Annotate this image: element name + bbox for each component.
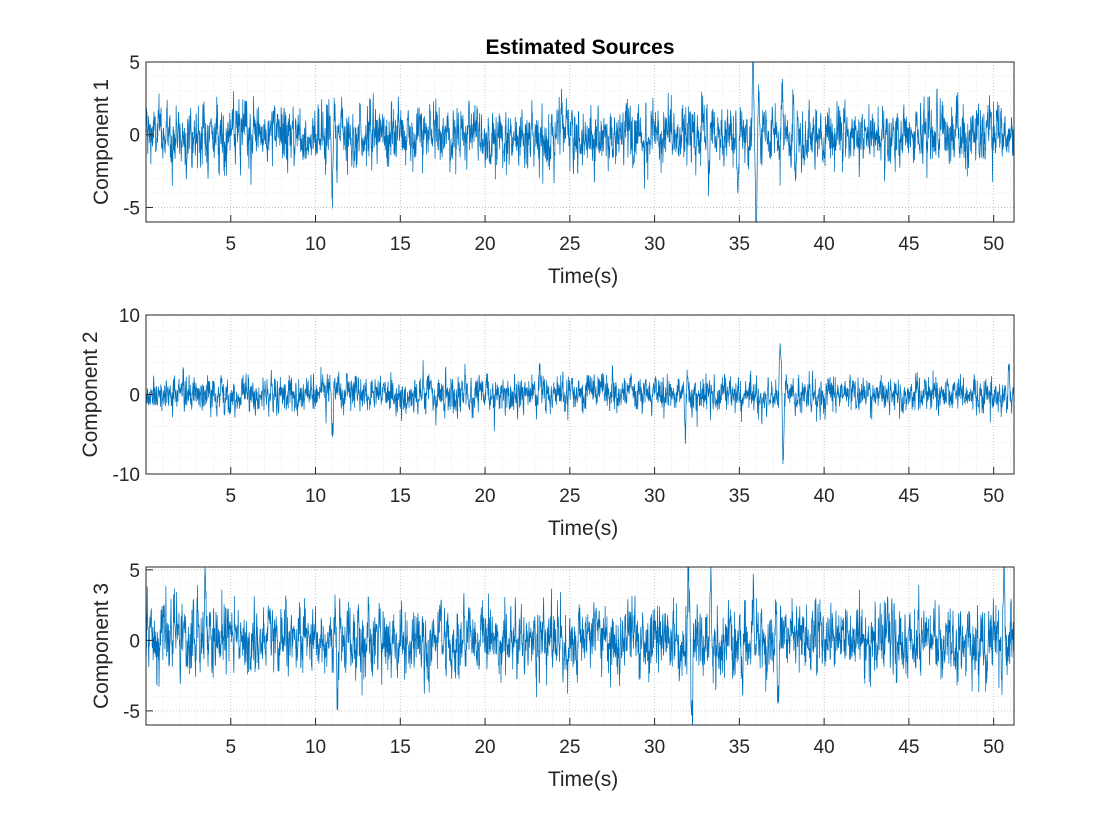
component-1-signal-line bbox=[146, 62, 1014, 222]
x-tick-label: 10 bbox=[305, 234, 326, 255]
x-tick-label: 20 bbox=[474, 737, 495, 758]
x-tick-label: 25 bbox=[559, 234, 580, 255]
x-tick-label: 45 bbox=[898, 234, 919, 255]
x-tick-label: 45 bbox=[898, 486, 919, 507]
x-tick-label: 40 bbox=[814, 737, 835, 758]
y-tick-label: 5 bbox=[129, 53, 140, 74]
component-3-signal-line bbox=[146, 567, 1014, 725]
y-tick-label: 0 bbox=[129, 126, 140, 147]
x-tick-label: 50 bbox=[983, 486, 1004, 507]
x-tick-label: 35 bbox=[729, 737, 750, 758]
y-axis-label: Component 3 bbox=[90, 583, 113, 709]
x-tick-label: 35 bbox=[729, 486, 750, 507]
subplot-1: 5 10 15 20 25 30 35 40 45 50 -5 0 5 Time(s) Component … bbox=[90, 53, 1015, 288]
x-tick-label: 15 bbox=[390, 486, 411, 507]
x-tick-label: 5 bbox=[225, 486, 236, 507]
y-tick-label: -10 bbox=[113, 465, 140, 486]
y-axis-label: Component 1 bbox=[90, 79, 113, 205]
y-tick-label: 0 bbox=[129, 631, 140, 652]
y-tick-label: -5 bbox=[123, 702, 140, 723]
y-tick-label: 0 bbox=[129, 386, 140, 407]
x-tick-label: 30 bbox=[644, 234, 665, 255]
x-tick-label: 20 bbox=[474, 234, 495, 255]
x-tick-label: 20 bbox=[474, 486, 495, 507]
subplot-3: 5 10 15 20 25 30 35 40 45 50 -5 0 5 Time(s) Component … bbox=[90, 561, 1015, 791]
x-tick-label: 35 bbox=[729, 234, 750, 255]
axes-box bbox=[145, 566, 1015, 726]
x-axis-label: Time(s) bbox=[548, 517, 618, 540]
x-tick-label: 50 bbox=[983, 737, 1004, 758]
x-tick-label: 45 bbox=[898, 737, 919, 758]
x-tick-label: 30 bbox=[644, 737, 665, 758]
subplot-2: 5 10 15 20 25 30 35 40 45 50 -10 0 10 Time(s) Componen… bbox=[79, 306, 1015, 540]
x-tick-label: 50 bbox=[983, 234, 1004, 255]
subplot-panels: 5 10 15 20 25 30 35 40 45 50-505Time(s)Component … bbox=[79, 53, 1015, 791]
x-tick-label: 40 bbox=[814, 486, 835, 507]
axes-box bbox=[145, 61, 1015, 223]
x-tick-label: 5 bbox=[225, 234, 236, 255]
x-tick-label: 25 bbox=[559, 486, 580, 507]
x-tick-label: 10 bbox=[305, 486, 326, 507]
component-2-signal-line bbox=[146, 343, 1014, 464]
x-tick-label: 10 bbox=[305, 737, 326, 758]
x-axis-label: Time(s) bbox=[548, 265, 618, 288]
y-tick-label: -5 bbox=[123, 198, 140, 219]
x-tick-label: 40 bbox=[814, 234, 835, 255]
y-tick-label: 10 bbox=[119, 306, 140, 327]
x-axis-label: Time(s) bbox=[548, 768, 618, 791]
x-tick-label: 30 bbox=[644, 486, 665, 507]
x-tick-label: 25 bbox=[559, 737, 580, 758]
x-tick-label: 15 bbox=[390, 234, 411, 255]
y-tick-label: 5 bbox=[129, 561, 140, 582]
x-tick-label: 5 bbox=[225, 737, 236, 758]
y-axis-label: Component 2 bbox=[79, 331, 102, 457]
figure-title: Estimated Sources bbox=[485, 36, 674, 59]
x-tick-label: 15 bbox=[390, 737, 411, 758]
